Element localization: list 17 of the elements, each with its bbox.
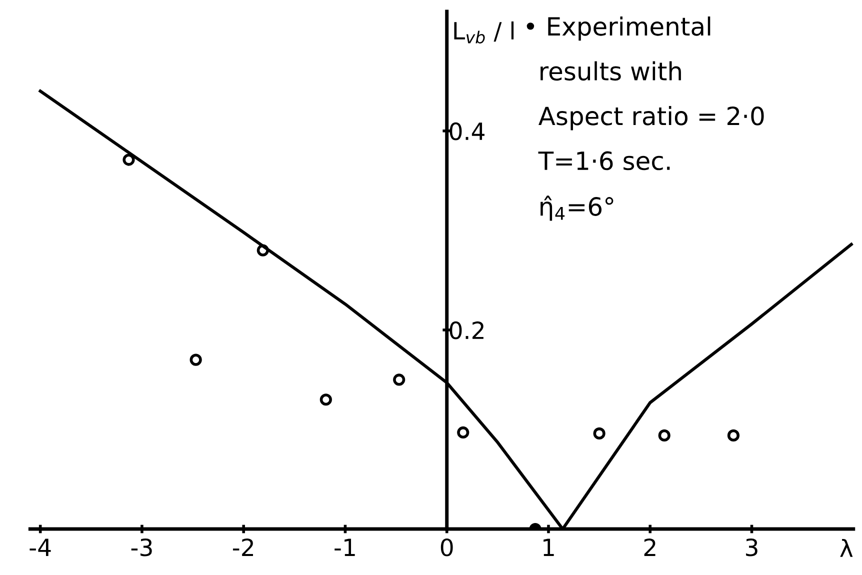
y-tick-label: 0.4 <box>450 122 484 140</box>
x-tick-label: -1 <box>334 538 355 556</box>
x-axis-title: λ <box>840 538 853 557</box>
x-tick-label: 3 <box>746 538 758 556</box>
annotation: • Experimental <box>526 16 710 41</box>
annotation: T=1·6 sec. <box>538 151 670 170</box>
annotation: η̂$_{4}$=6° <box>540 196 614 221</box>
annotation: Aspect ratio = 2·0 <box>538 106 764 130</box>
x-tick-label: 2 <box>644 538 656 556</box>
y-tick-label: 0.2 <box>450 321 484 340</box>
x-tick-label: -2 <box>232 538 253 556</box>
x-tick-label: 1 <box>544 538 554 556</box>
y-axis-title: L$_{vb}$ / l <box>454 21 514 44</box>
annotation: results with <box>540 61 681 81</box>
x-tick-label: 0 <box>440 538 453 556</box>
x-tick-label: -3 <box>131 538 152 556</box>
x-tick-label: -4 <box>30 538 51 556</box>
